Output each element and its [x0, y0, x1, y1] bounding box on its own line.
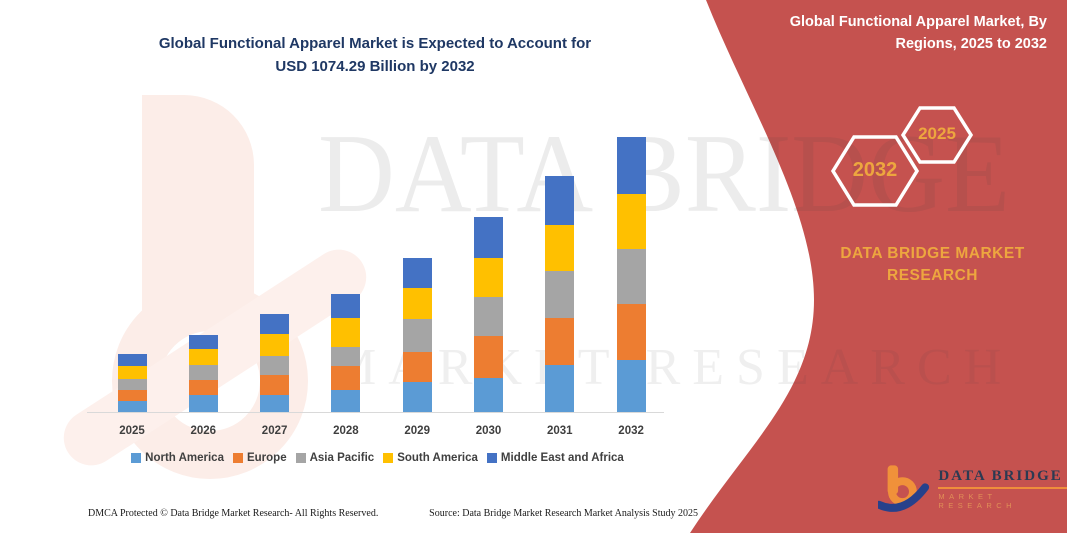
- bar-segment-north-america-2027: [260, 395, 290, 413]
- logo-sub-text: MARKET RESEARCH: [938, 492, 1017, 510]
- x-axis-label-2026: 2026: [190, 425, 217, 437]
- legend-label: Europe: [246, 452, 287, 464]
- logo-name-text: DATA BRIDGE: [938, 468, 1067, 489]
- legend-item-south-america: South America: [383, 452, 478, 464]
- bar-segment-south-america-2029: [402, 288, 432, 320]
- panel-title-line1: Global Functional Apparel Market, By: [789, 14, 1047, 30]
- bar-segment-north-america-2032: [616, 360, 646, 413]
- chart-title: Global Functional Apparel Market is Expe…: [85, 33, 665, 78]
- bar-segment-north-america-2026: [188, 395, 218, 413]
- bar-segment-north-america-2031: [545, 365, 575, 413]
- bar-segment-south-america-2031: [545, 224, 575, 271]
- bar-segment-asia-pacific-2028: [331, 346, 361, 367]
- legend-label: Middle East and Africa: [500, 452, 624, 464]
- footer-source-text: Source: Data Bridge Market Research Mark…: [429, 508, 698, 519]
- bar-segment-south-america-2028: [331, 318, 361, 347]
- bar-segment-middle-east-and-africa-2026: [188, 334, 218, 349]
- legend-label: South America: [397, 452, 478, 464]
- x-axis-label-2032: 2032: [618, 425, 644, 437]
- bar-segment-south-america-2030: [474, 257, 503, 298]
- bar-segment-north-america-2030: [474, 378, 503, 413]
- panel-title: Global Functional Apparel Market, By Reg…: [735, 11, 1047, 56]
- bar-segment-north-america-2029: [402, 382, 432, 413]
- logo-blue-swoosh: [878, 483, 930, 512]
- bar-segment-middle-east-and-africa-2028: [331, 294, 361, 319]
- panel-brand-line1: DATA BRIDGE MARKET: [840, 245, 1025, 262]
- legend-label: North America: [145, 452, 224, 464]
- data-bridge-logo-icon: [878, 465, 930, 512]
- legend-label: Asia Pacific: [309, 452, 375, 464]
- x-axis-label-2030: 2030: [475, 425, 502, 437]
- legend-swatch: [295, 453, 306, 463]
- legend-swatch: [232, 453, 243, 463]
- bar-segment-asia-pacific-2025: [117, 378, 147, 390]
- bar-segment-south-america-2027: [260, 333, 290, 357]
- bar-segment-middle-east-and-africa-2030: [474, 217, 503, 258]
- logo-wordmark: DATA BRIDGE MARKET RESEARCH: [938, 462, 1067, 510]
- hexagon-2025-label: 2025: [918, 124, 956, 143]
- bar-segment-middle-east-and-africa-2031: [545, 175, 575, 225]
- bar-segment-south-america-2026: [188, 348, 218, 366]
- chart-title-line2: USD 1074.29 Billion by 2032: [275, 57, 475, 75]
- bar-segment-asia-pacific-2032: [616, 248, 646, 304]
- legend-item-europe: Europe: [232, 452, 287, 464]
- bar-segment-north-america-2028: [331, 390, 361, 413]
- bar-segment-europe-2030: [474, 336, 503, 379]
- footer: DMCA Protected © Data Bridge Market Rese…: [88, 508, 698, 519]
- bar-segment-europe-2028: [331, 366, 361, 391]
- bar-segment-europe-2025: [117, 389, 147, 402]
- legend-swatch: [486, 453, 497, 463]
- bar-segment-middle-east-and-africa-2029: [402, 257, 432, 289]
- bar-segment-south-america-2025: [117, 366, 147, 379]
- legend-item-asia-pacific: Asia Pacific: [295, 452, 375, 464]
- bar-segment-south-america-2032: [616, 193, 646, 249]
- bar-segment-middle-east-and-africa-2032: [616, 137, 646, 194]
- bar-segment-europe-2027: [260, 375, 290, 396]
- hexagon-2032-label: 2032: [852, 159, 898, 181]
- x-axis-label-2025: 2025: [119, 425, 145, 437]
- x-axis-line: [87, 412, 664, 413]
- bar-segment-europe-2031: [545, 318, 575, 366]
- bar-segment-middle-east-and-africa-2027: [260, 313, 290, 334]
- panel-title-line2: Regions, 2025 to 2032: [895, 36, 1047, 53]
- bar-segment-middle-east-and-africa-2025: [117, 354, 147, 367]
- bar-segment-europe-2029: [402, 352, 432, 383]
- chart-legend: North America Europe Asia Pacific South Ame…: [80, 452, 675, 464]
- bar-segment-asia-pacific-2026: [188, 365, 218, 381]
- legend-item-middle-east-and-africa: Middle East and Africa: [486, 452, 624, 464]
- x-axis-label-2031: 2031: [547, 425, 573, 437]
- bar-segment-asia-pacific-2029: [402, 319, 432, 353]
- legend-item-north-america: North America: [131, 452, 224, 464]
- bar-segment-europe-2026: [188, 380, 218, 396]
- legend-swatch: [383, 453, 394, 463]
- bar-segment-asia-pacific-2031: [545, 270, 575, 319]
- footer-dmca-text: DMCA Protected © Data Bridge Market Rese…: [88, 508, 379, 519]
- panel-brand-text: DATA BRIDGE MARKET RESEARCH: [800, 243, 1065, 288]
- chart-title-line1: Global Functional Apparel Market is Expe…: [158, 35, 592, 52]
- bar-segment-asia-pacific-2027: [260, 356, 290, 376]
- x-axis-label-2027: 2027: [261, 425, 288, 437]
- panel-brand-line2: RESEARCH: [887, 267, 978, 285]
- data-bridge-logo: DATA BRIDGE MARKET RESEARCH: [878, 462, 1067, 516]
- bar-segment-north-america-2025: [117, 401, 147, 413]
- legend-swatch: [131, 453, 142, 463]
- x-axis-label-2029: 2029: [404, 425, 430, 437]
- x-axis-label-2028: 2028: [333, 425, 359, 437]
- bar-segment-europe-2032: [616, 303, 646, 361]
- bar-segment-asia-pacific-2030: [474, 297, 503, 337]
